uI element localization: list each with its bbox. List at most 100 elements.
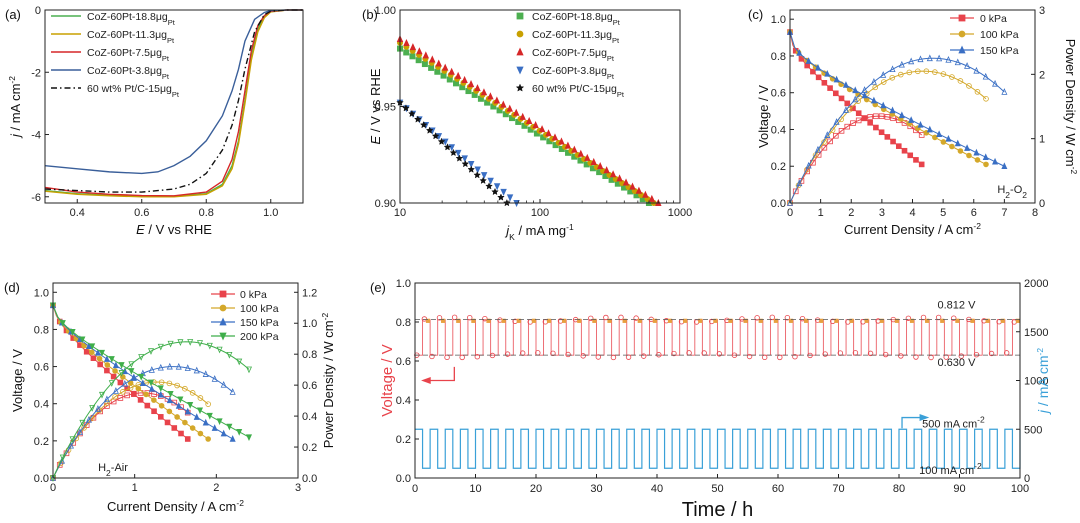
panel-e: 0 10 20 30 40 50 60 70 80 90 100 0.0 0.2 0.4 0.6 0.8 1.0…	[370, 278, 1051, 521]
data-point-d-2	[202, 418, 209, 426]
d-y-tick-label: 0.8	[34, 324, 49, 336]
d-y-tick-label: 0.6	[34, 362, 49, 374]
data-point-b-4	[443, 143, 452, 151]
power-point-d-0	[124, 392, 130, 399]
power-point-d-3	[147, 348, 155, 355]
data-point-c-2	[964, 144, 971, 151]
voltage-point-e-high	[683, 318, 688, 323]
voltage-square-wave	[415, 319, 1021, 356]
b-x-axis-label: jK / mA mg-1	[504, 222, 574, 242]
power-point-c-0	[873, 113, 879, 120]
voltage-point-e	[565, 351, 571, 358]
power-point-c-0	[827, 138, 833, 145]
data-point-b-2	[461, 75, 468, 83]
data-point-c-0	[873, 124, 879, 131]
data-point-b-2	[429, 55, 436, 63]
voltage-point-e	[451, 314, 458, 321]
data-point-d-3	[177, 396, 184, 404]
c-x-tick-label: 2	[848, 207, 854, 219]
data-point-d-3	[128, 368, 135, 375]
power-point-c-2	[889, 65, 896, 73]
data-point-c-2	[824, 69, 831, 77]
panel-label-e: (e)	[370, 280, 386, 295]
panel-d: 0 1 2 30.00.20.40.60.81.00.00.20.40.60.81.0…	[4, 280, 336, 514]
data-point-b-0	[440, 72, 447, 79]
e-x-tick-label: 0	[412, 483, 418, 495]
data-point-b-2	[551, 133, 559, 141]
power-point-d-0	[131, 390, 137, 397]
data-point-b-4	[461, 159, 470, 168]
power-point-c-1	[949, 74, 955, 80]
power-point-d-2	[148, 366, 155, 373]
voltage-point-e	[882, 351, 889, 358]
data-point-d-1	[143, 391, 149, 398]
data-point-b-4	[437, 137, 446, 145]
power-point-d-2	[67, 441, 74, 449]
data-point-b-2	[487, 92, 494, 100]
legend-label-a-3: CoZ-60Pt-3.8μgPt	[87, 65, 170, 81]
power-point-c-0	[792, 188, 799, 195]
power-point-c-1	[940, 71, 947, 77]
power-point-c-1	[897, 71, 904, 78]
series-line-a-4	[44, 9, 303, 193]
power-point-c-0	[850, 120, 856, 126]
power-point-d-3	[196, 340, 204, 347]
data-point-d-3	[89, 343, 96, 351]
d-y-tick-label: 0.2	[34, 436, 49, 448]
power-point-c-0	[821, 144, 828, 151]
data-point-d-1	[96, 355, 103, 362]
data-point-c-0	[833, 90, 839, 97]
power-point-c-1	[974, 89, 981, 95]
power-point-d-3	[167, 340, 174, 348]
voltage-point-e	[973, 352, 980, 358]
e-y-tick-label: 0.2	[396, 434, 411, 446]
data-point-c-1	[974, 157, 981, 163]
data-point-c-0	[895, 143, 902, 149]
data-point-d-1	[189, 425, 196, 431]
legend-label-b-4: 60 wt% Pt/C-15μgPt	[532, 83, 625, 99]
power-point-c-2	[796, 179, 803, 187]
data-point-b-2	[416, 47, 423, 55]
e-y-tick-label: 0.4	[396, 395, 411, 407]
legend-label-a-4: 60 wt% Pt/C-15μgPt	[87, 83, 180, 99]
panel-c: 0 1 2 3 4 5 6 7 8 0.0 0.2 0.4 0.6 0.8 1.0 0 1 2 3 (c) Curren…	[748, 5, 1079, 237]
power-point-c-0	[838, 128, 845, 134]
power-point-c-2	[936, 54, 943, 62]
voltage-point-e-high	[471, 318, 476, 323]
data-point-b-3	[461, 155, 468, 163]
voltage-point-e	[429, 353, 435, 360]
data-point-d-1	[151, 397, 157, 403]
data-point-c-2	[908, 116, 915, 123]
arrow-head-voltage	[421, 377, 431, 384]
data-point-b-0	[428, 64, 435, 71]
voltage-point-e	[928, 354, 934, 361]
data-point-d-3	[108, 356, 115, 363]
data-point-c-2	[805, 57, 812, 64]
data-point-b-0	[434, 68, 441, 75]
e-y-tick-label: 1.0	[396, 278, 411, 290]
legend-marker-d-3	[219, 332, 227, 341]
a-x-tick-label: 0.4	[70, 207, 85, 219]
voltage-point-e-high	[592, 318, 597, 323]
data-point-b-2	[622, 178, 630, 186]
data-point-c-2	[814, 63, 821, 71]
voltage-point-e-high	[758, 318, 763, 323]
d-condition-annotation: H2-Air	[98, 462, 128, 478]
a-y-tick-label: -6	[31, 192, 41, 204]
data-point-b-2	[538, 125, 546, 133]
voltage-point-e	[625, 354, 632, 360]
voltage-point-e	[550, 350, 556, 357]
e-y-axis-label: Voltage / V	[379, 344, 396, 417]
data-point-d-2	[211, 424, 218, 431]
data-point-b-2	[519, 112, 526, 120]
voltage-point-e	[671, 350, 677, 357]
data-point-b-3	[493, 183, 501, 191]
voltage-point-e	[474, 354, 481, 360]
power-point-d-1	[205, 401, 211, 407]
data-point-d-3	[138, 373, 145, 381]
data-point-b-4	[449, 148, 458, 157]
power-point-d-2	[193, 366, 200, 374]
data-point-d-0	[164, 419, 171, 426]
data-point-c-0	[918, 161, 925, 168]
legend-marker-b-4	[515, 83, 525, 92]
